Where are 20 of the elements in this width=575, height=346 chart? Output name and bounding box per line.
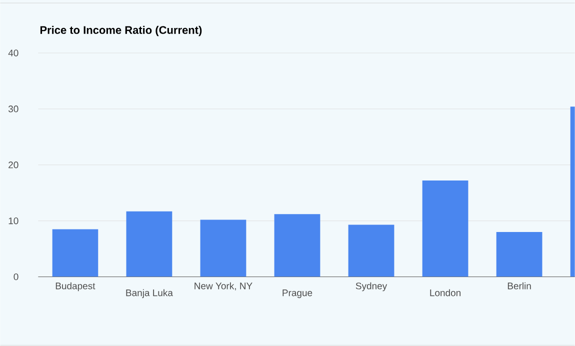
x-tick-label: Sydney	[356, 282, 388, 292]
y-tick-label: 40	[8, 50, 18, 56]
x-tick-label: London	[430, 289, 460, 296]
bar	[126, 211, 172, 277]
chart-title: Price to Income Ratio (Current)	[40, 26, 202, 36]
x-tick-label: Budapest	[56, 282, 96, 292]
bar	[422, 180, 468, 277]
x-tick-label: New York, NY	[194, 282, 252, 291]
y-tick-label: 0	[14, 274, 18, 280]
x-tick-label: Prague	[282, 290, 312, 298]
bar	[348, 224, 394, 277]
y-tick-label: 10	[8, 218, 18, 224]
y-tick-label: 20	[8, 162, 18, 168]
bar	[274, 214, 320, 277]
y-tick-label: 30	[8, 106, 18, 112]
x-tick-label: Berlin	[508, 282, 531, 290]
bar	[52, 229, 98, 277]
bar	[496, 232, 542, 277]
bar	[200, 220, 246, 277]
x-tick-label: Banja Luka	[126, 289, 173, 298]
